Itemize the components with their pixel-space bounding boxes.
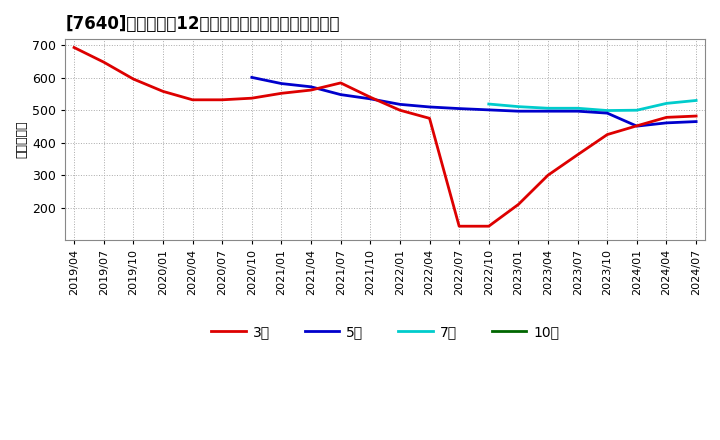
5年 <box>485 107 493 113</box>
5年 <box>395 102 404 107</box>
7年 <box>514 104 523 109</box>
3年 <box>544 172 552 178</box>
7年 <box>633 107 642 113</box>
5年 <box>336 92 345 97</box>
3年 <box>99 59 108 65</box>
5年 <box>455 106 464 111</box>
3年 <box>129 77 138 82</box>
3年 <box>277 91 286 96</box>
3年 <box>426 116 434 121</box>
5年 <box>544 109 552 114</box>
3年 <box>455 224 464 229</box>
3年 <box>485 224 493 229</box>
7年 <box>692 98 701 103</box>
5年 <box>426 104 434 110</box>
Legend: 3年, 5年, 7年, 10年: 3年, 5年, 7年, 10年 <box>205 319 564 345</box>
5年 <box>692 119 701 124</box>
3年 <box>603 132 611 137</box>
Line: 5年: 5年 <box>252 77 696 126</box>
3年 <box>573 152 582 158</box>
3年 <box>218 97 227 103</box>
Text: [7640]　経常利益12か月移動合計の標準偏差の推移: [7640] 経常利益12か月移動合計の標準偏差の推移 <box>66 15 340 33</box>
3年 <box>514 202 523 207</box>
3年 <box>662 115 671 120</box>
5年 <box>277 81 286 86</box>
5年 <box>633 124 642 129</box>
3年 <box>366 95 374 100</box>
Y-axis label: （百万円）: （百万円） <box>15 121 28 158</box>
5年 <box>514 109 523 114</box>
Line: 3年: 3年 <box>74 48 696 226</box>
7年 <box>485 101 493 106</box>
3年 <box>307 88 315 93</box>
5年 <box>662 120 671 125</box>
5年 <box>307 84 315 89</box>
3年 <box>336 80 345 85</box>
7年 <box>603 108 611 113</box>
5年 <box>573 109 582 114</box>
Line: 7年: 7年 <box>489 100 696 110</box>
3年 <box>692 114 701 119</box>
3年 <box>70 45 78 50</box>
3年 <box>633 123 642 128</box>
3年 <box>395 107 404 113</box>
7年 <box>573 106 582 111</box>
7年 <box>544 106 552 111</box>
3年 <box>158 89 167 94</box>
5年 <box>248 75 256 80</box>
5年 <box>366 96 374 102</box>
3年 <box>248 95 256 101</box>
7年 <box>662 101 671 106</box>
3年 <box>188 97 197 103</box>
5年 <box>603 110 611 116</box>
